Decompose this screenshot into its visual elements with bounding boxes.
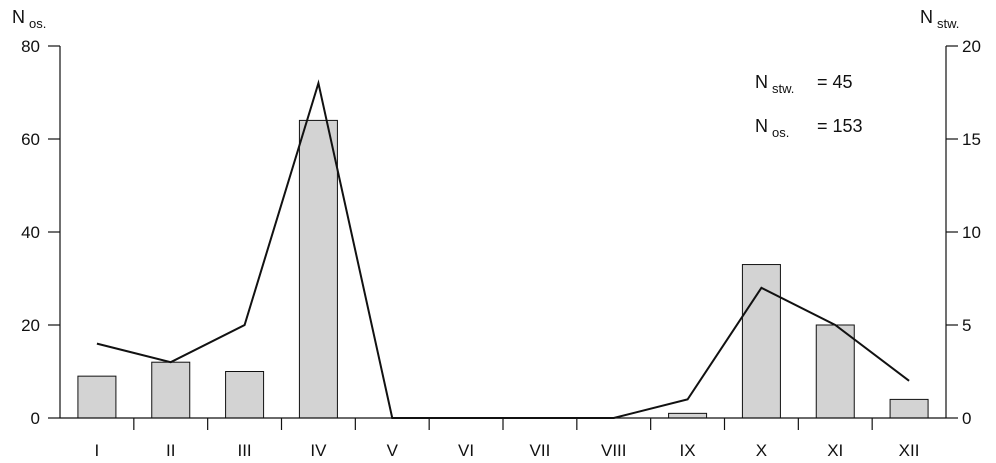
annotation-n-os-value: = 153 xyxy=(817,116,863,136)
annotation-n-stw-value: = 45 xyxy=(817,72,853,92)
left-tick-label: 20 xyxy=(21,316,40,335)
right-tick-label: 10 xyxy=(962,223,981,242)
x-tick-label: X xyxy=(756,441,767,460)
left-tick-label: 80 xyxy=(21,37,40,56)
right-tick-label: 5 xyxy=(962,316,971,335)
x-tick-label: XII xyxy=(899,441,920,460)
bars-layer xyxy=(77,119,929,419)
left-tick-label: 40 xyxy=(21,223,40,242)
x-tick-label: IV xyxy=(310,441,327,460)
x-tick-label: VI xyxy=(458,441,474,460)
x-tick-label: XI xyxy=(827,441,843,460)
bar-ii xyxy=(151,361,191,419)
bar-ix xyxy=(668,412,708,419)
bar-xii xyxy=(889,398,929,419)
line-layer xyxy=(96,79,910,419)
x-tick-label: VII xyxy=(530,441,551,460)
bar-xi xyxy=(815,324,855,419)
left-tick-label: 60 xyxy=(21,130,40,149)
x-tick-label: I xyxy=(95,441,100,460)
bar-iv xyxy=(298,119,338,419)
left-tick-label: 0 xyxy=(31,409,40,428)
bar-x xyxy=(741,264,781,419)
x-tick-label: II xyxy=(166,441,175,460)
right-tick-label: 15 xyxy=(962,130,981,149)
bar-i xyxy=(77,375,117,419)
right-tick-label: 0 xyxy=(962,409,971,428)
right-tick-label: 20 xyxy=(962,37,981,56)
bar-iii xyxy=(225,371,265,419)
x-tick-label: III xyxy=(237,441,251,460)
x-tick-label: VIII xyxy=(601,441,627,460)
line-series-n-stw xyxy=(96,79,910,419)
x-tick-label: IX xyxy=(680,441,696,460)
x-tick-label: V xyxy=(387,441,399,460)
